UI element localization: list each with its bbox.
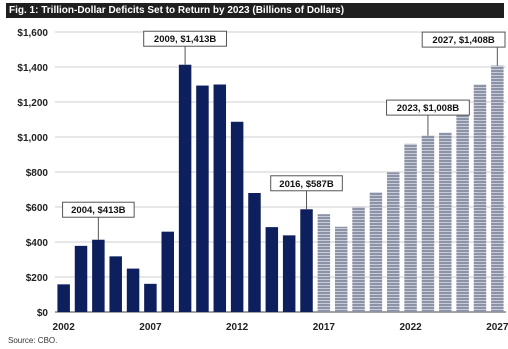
x-tick-label: 2017 [313, 322, 336, 333]
bar-2023 [421, 135, 435, 312]
annotation-box [421, 31, 506, 48]
y-axis-ticks: $0 $200 $400 $600 $800 $1,000 $1,200 $1,400 $1,6… [17, 28, 48, 319]
x-tick-label: 2022 [399, 322, 422, 333]
x-tick-label: 2002 [53, 322, 76, 333]
annotation-label: 2027, $1,408B [432, 35, 494, 46]
annotation-label: 2004, $413B [71, 205, 126, 216]
y-tick-label: $600 [26, 203, 49, 214]
y-tick-label: $200 [26, 273, 49, 284]
annotation-box [62, 201, 135, 218]
y-tick-label: $1,600 [17, 28, 48, 39]
bars [57, 64, 504, 313]
bar-2017 [317, 214, 331, 312]
bar-2016 [300, 209, 313, 312]
bar-2004 [92, 239, 105, 312]
bar-2005 [109, 256, 122, 312]
chart-title: Fig. 1: Trillion-Dollar Deficits Set to … [6, 3, 504, 18]
bar-2011 [213, 84, 227, 312]
bar-2002 [57, 284, 70, 312]
annotation-box [143, 30, 227, 47]
bar-2018 [334, 226, 348, 312]
x-axis-ticks: 2002 2007 2012 2017 2022 2027 [53, 322, 508, 333]
gridlines [55, 31, 506, 313]
y-tick-label: $800 [26, 168, 49, 179]
x-tick-label: 2027 [486, 322, 508, 333]
y-tick-label: $400 [26, 238, 49, 249]
annotation-box [270, 175, 343, 192]
bar-2013 [248, 193, 261, 312]
annotation-label: 2016, $587B [279, 179, 334, 190]
x-tick-label: 2007 [139, 322, 162, 333]
bar-2026 [473, 84, 487, 312]
bar-2027 [491, 65, 504, 312]
annotation-label: 2009, $1,413B [154, 34, 216, 45]
bar-2012 [230, 121, 244, 313]
bar-2020 [369, 192, 383, 312]
y-tick-label: $1,000 [17, 133, 48, 144]
bar-2021 [387, 172, 400, 312]
y-tick-label: $1,200 [17, 98, 48, 109]
y-tick-label: $1,400 [17, 63, 48, 74]
bar-2003 [74, 245, 88, 312]
bar-2008 [161, 231, 174, 312]
x-tick-label: 2012 [226, 322, 249, 333]
annotation-box [386, 99, 470, 116]
bar-2010 [196, 85, 209, 312]
bar-2022 [404, 143, 417, 312]
annotations: 2004, $413B 2009, $1,413B 2016, $587B 2023,… [62, 30, 506, 240]
bar-2007 [144, 283, 157, 312]
bar-2009 [178, 64, 192, 312]
annotation-label: 2023, $1,008B [397, 103, 459, 114]
bar-2024 [439, 132, 452, 312]
bar-2014 [265, 227, 279, 312]
chart-source: Source: CBO. [8, 336, 58, 345]
bar-2019 [352, 206, 365, 312]
bar-2015 [282, 235, 296, 312]
y-tick-label: $0 [37, 308, 49, 319]
bar-2025 [456, 107, 469, 312]
bar-2006 [126, 268, 140, 312]
